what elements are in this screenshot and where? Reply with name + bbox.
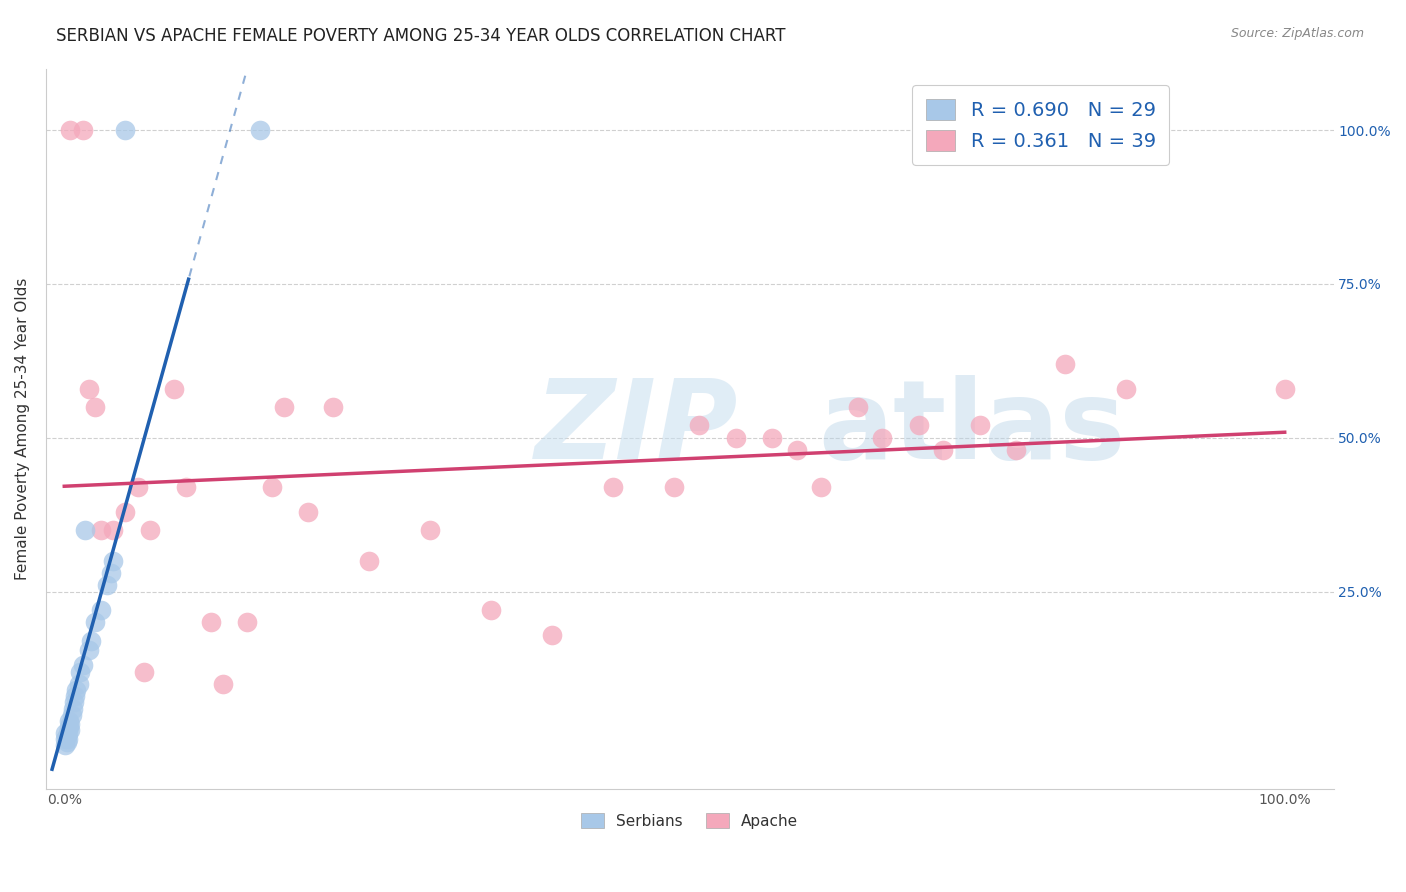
- Point: [1115, 382, 1137, 396]
- Legend: Serbians, Apache: Serbians, Apache: [575, 806, 804, 835]
- Point: [761, 431, 783, 445]
- Point: [69, 665, 91, 679]
- Point: [83, 615, 105, 630]
- Text: ZIP: ZIP: [536, 375, 738, 482]
- Point: [932, 443, 955, 458]
- Point: [100, 566, 122, 581]
- Point: [59, 723, 82, 737]
- Point: [163, 382, 186, 396]
- Point: [481, 603, 503, 617]
- Point: [249, 123, 271, 137]
- Point: [810, 480, 832, 494]
- Y-axis label: Female Poverty Among 25-34 Year Olds: Female Poverty Among 25-34 Year Olds: [15, 277, 30, 580]
- Point: [55, 735, 77, 749]
- Point: [101, 554, 124, 568]
- Point: [83, 400, 105, 414]
- Point: [419, 523, 441, 537]
- Point: [58, 714, 80, 728]
- Point: [65, 683, 87, 698]
- Point: [114, 123, 136, 137]
- Point: [1274, 382, 1296, 396]
- Point: [297, 505, 319, 519]
- Point: [273, 400, 295, 414]
- Text: atlas: atlas: [818, 375, 1126, 482]
- Point: [1053, 357, 1076, 371]
- Point: [138, 523, 160, 537]
- Point: [907, 418, 929, 433]
- Point: [55, 729, 77, 743]
- Point: [59, 717, 82, 731]
- Point: [73, 523, 96, 537]
- Point: [59, 123, 82, 137]
- Point: [870, 431, 893, 445]
- Point: [55, 739, 77, 753]
- Point: [58, 720, 80, 734]
- Point: [212, 677, 235, 691]
- Point: [62, 701, 84, 715]
- Point: [260, 480, 283, 494]
- Point: [236, 615, 259, 630]
- Point: [80, 633, 103, 648]
- Point: [56, 732, 79, 747]
- Point: [176, 480, 198, 494]
- Point: [96, 578, 118, 592]
- Point: [55, 732, 77, 747]
- Point: [1005, 443, 1028, 458]
- Point: [65, 690, 87, 704]
- Point: [77, 382, 100, 396]
- Point: [55, 726, 77, 740]
- Point: [90, 523, 112, 537]
- Point: [724, 431, 747, 445]
- Text: Source: ZipAtlas.com: Source: ZipAtlas.com: [1230, 27, 1364, 40]
- Point: [72, 123, 94, 137]
- Point: [602, 480, 624, 494]
- Point: [77, 643, 100, 657]
- Point: [127, 480, 149, 494]
- Point: [132, 665, 155, 679]
- Point: [541, 628, 564, 642]
- Point: [114, 505, 136, 519]
- Point: [969, 418, 991, 433]
- Point: [200, 615, 222, 630]
- Point: [322, 400, 344, 414]
- Point: [664, 480, 686, 494]
- Point: [101, 523, 124, 537]
- Point: [63, 695, 86, 709]
- Point: [67, 677, 90, 691]
- Point: [359, 554, 381, 568]
- Point: [72, 658, 94, 673]
- Point: [688, 418, 710, 433]
- Point: [846, 400, 869, 414]
- Point: [60, 707, 83, 722]
- Point: [786, 443, 808, 458]
- Point: [56, 726, 79, 740]
- Point: [90, 603, 112, 617]
- Text: SERBIAN VS APACHE FEMALE POVERTY AMONG 25-34 YEAR OLDS CORRELATION CHART: SERBIAN VS APACHE FEMALE POVERTY AMONG 2…: [56, 27, 786, 45]
